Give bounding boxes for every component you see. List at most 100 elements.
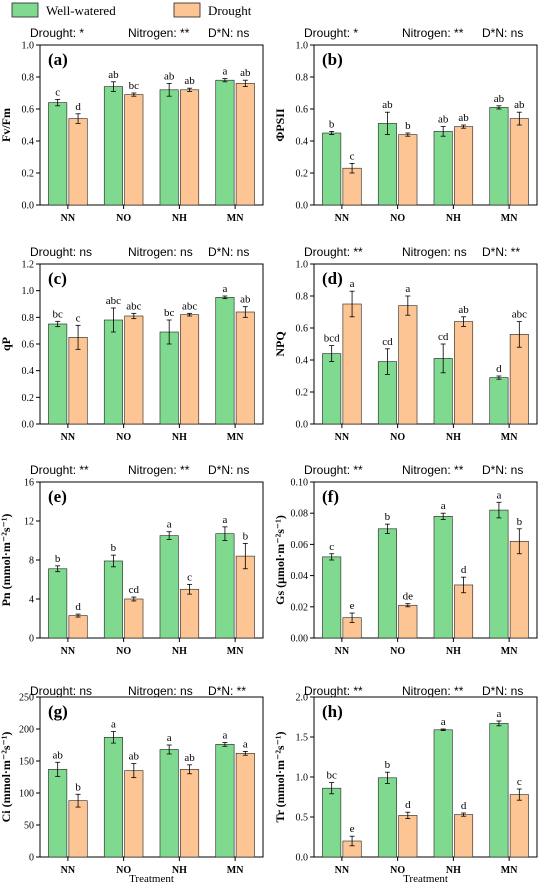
x-tick-label: NO bbox=[390, 646, 405, 657]
significance-letter: cd bbox=[382, 336, 393, 348]
significance-letter: d bbox=[461, 564, 467, 576]
bar-well-watered bbox=[103, 737, 123, 858]
x-tick-label: NO bbox=[116, 646, 131, 657]
bar-well-watered bbox=[159, 535, 179, 639]
stats-label: D*N: ns bbox=[208, 26, 249, 40]
x-tick-label: NO bbox=[116, 213, 131, 224]
stats-label: Drought: ** bbox=[304, 684, 363, 698]
panel-label: (b) bbox=[322, 50, 343, 69]
bar-well-watered bbox=[215, 744, 235, 858]
panel-h: Drought: ** Nitrogen: ** D*N: ns 0.0 0.5 1.0 1… bbox=[273, 684, 538, 884]
significance-letter: a bbox=[167, 519, 172, 531]
y-tick-label: 8 bbox=[29, 556, 34, 567]
y-axis-label: Pn (mmol·m⁻²s⁻¹) bbox=[0, 514, 13, 607]
bar-well-watered bbox=[322, 353, 342, 425]
bar-drought bbox=[124, 94, 144, 206]
bar-drought bbox=[398, 815, 418, 858]
y-tick-label: 0.8 bbox=[22, 73, 35, 84]
bar-well-watered bbox=[489, 377, 509, 425]
bar-well-watered bbox=[322, 556, 342, 639]
x-tick-label: NH bbox=[446, 646, 461, 657]
significance-letter: a bbox=[222, 283, 227, 295]
bar-drought bbox=[398, 134, 418, 206]
panel-label: (d) bbox=[322, 269, 343, 288]
stats-label: Drought: ns bbox=[30, 684, 92, 698]
significance-letter: a bbox=[243, 738, 248, 750]
significance-letter: c bbox=[350, 150, 355, 162]
legend: Well-watered Drought bbox=[11, 2, 252, 18]
y-tick-label: 0.04 bbox=[291, 571, 309, 582]
x-tick-label: MN bbox=[501, 213, 518, 224]
significance-letter: abc bbox=[512, 309, 527, 321]
y-tick-label: 100 bbox=[19, 789, 34, 800]
bar-drought bbox=[509, 540, 529, 639]
stats-label: D*N: ns bbox=[482, 463, 523, 477]
y-tick-label: 1.0 bbox=[296, 41, 309, 52]
y-tick-label: 200 bbox=[19, 725, 34, 736]
bar-drought bbox=[180, 314, 200, 425]
y-tick-label: 50 bbox=[24, 821, 34, 832]
bar-well-watered bbox=[103, 560, 123, 639]
y-tick-label: 0.4 bbox=[22, 137, 35, 148]
significance-letter: c bbox=[517, 776, 522, 788]
y-axis-label: Tr (mmol·m⁻²s⁻¹) bbox=[273, 731, 287, 822]
stats-label: Nitrogen: ** bbox=[128, 26, 190, 40]
y-tick-label: 2.0 bbox=[296, 693, 309, 704]
significance-letter: a bbox=[441, 716, 446, 728]
y-tick-label: 0.08 bbox=[291, 509, 309, 520]
plot-frame bbox=[313, 481, 538, 639]
stats-label: Drought: ** bbox=[304, 463, 363, 477]
y-tick-label: 1.0 bbox=[296, 260, 309, 271]
bar-drought bbox=[68, 615, 88, 639]
stats-label: Drought: * bbox=[30, 26, 84, 40]
bar-drought bbox=[454, 814, 474, 858]
x-tick-label: NN bbox=[335, 432, 350, 443]
y-axis-label: ΦPSII bbox=[273, 108, 287, 142]
significance-letter: ab bbox=[514, 99, 525, 111]
bar-well-watered bbox=[159, 89, 179, 206]
x-tick-label: NH bbox=[172, 646, 187, 657]
significance-letter: ab bbox=[184, 75, 195, 87]
panel-g: Drought: ns Nitrogen: ns D*N: ** 0 50 100 150 2… bbox=[0, 684, 264, 884]
bar-well-watered bbox=[159, 749, 179, 858]
y-axis-label: Gs (μmol·m⁻²s⁻¹) bbox=[273, 515, 287, 605]
significance-letter: abc bbox=[182, 300, 197, 312]
stats-label: D*N: ns bbox=[482, 684, 523, 698]
bar-well-watered bbox=[489, 107, 509, 206]
y-tick-label: 0.8 bbox=[296, 73, 309, 84]
significance-letter: ab bbox=[108, 69, 119, 81]
significance-letter: ab bbox=[494, 93, 505, 105]
bar-well-watered bbox=[48, 323, 68, 425]
y-tick-label: 0.0 bbox=[22, 420, 35, 431]
significance-letter: bc bbox=[129, 80, 140, 92]
bar-drought bbox=[235, 311, 255, 425]
significance-letter: cd bbox=[438, 331, 449, 343]
bar-drought bbox=[68, 118, 88, 206]
plot-frame bbox=[313, 263, 538, 425]
stats-label: Nitrogen: ** bbox=[402, 26, 464, 40]
y-tick-label: 1.2 bbox=[22, 260, 35, 271]
plot-frame bbox=[39, 696, 264, 858]
y-tick-label: 1.0 bbox=[22, 286, 35, 297]
bar-drought bbox=[180, 588, 200, 639]
significance-letter: a bbox=[222, 66, 227, 78]
significance-letter: a bbox=[441, 500, 446, 512]
x-tick-label: NH bbox=[172, 432, 187, 443]
significance-letter: abc bbox=[106, 295, 121, 307]
y-tick-label: 0 bbox=[29, 634, 34, 645]
significance-letter: b bbox=[329, 118, 335, 130]
y-tick-label: 16 bbox=[24, 478, 34, 489]
significance-letter: ab bbox=[184, 752, 195, 764]
bar-drought bbox=[342, 167, 362, 206]
legend-label-well-watered: Well-watered bbox=[46, 3, 116, 18]
stats-label: D*N: ** bbox=[208, 684, 246, 698]
y-tick-label: 0.10 bbox=[291, 478, 309, 489]
bar-well-watered bbox=[322, 787, 342, 858]
bar-drought bbox=[124, 770, 144, 858]
bar-well-watered bbox=[103, 86, 123, 206]
y-tick-label: 0.6 bbox=[296, 105, 309, 116]
panel-label: (a) bbox=[48, 50, 68, 69]
bar-well-watered bbox=[489, 509, 509, 639]
x-tick-label: NH bbox=[172, 865, 187, 876]
bar-well-watered bbox=[215, 297, 235, 425]
